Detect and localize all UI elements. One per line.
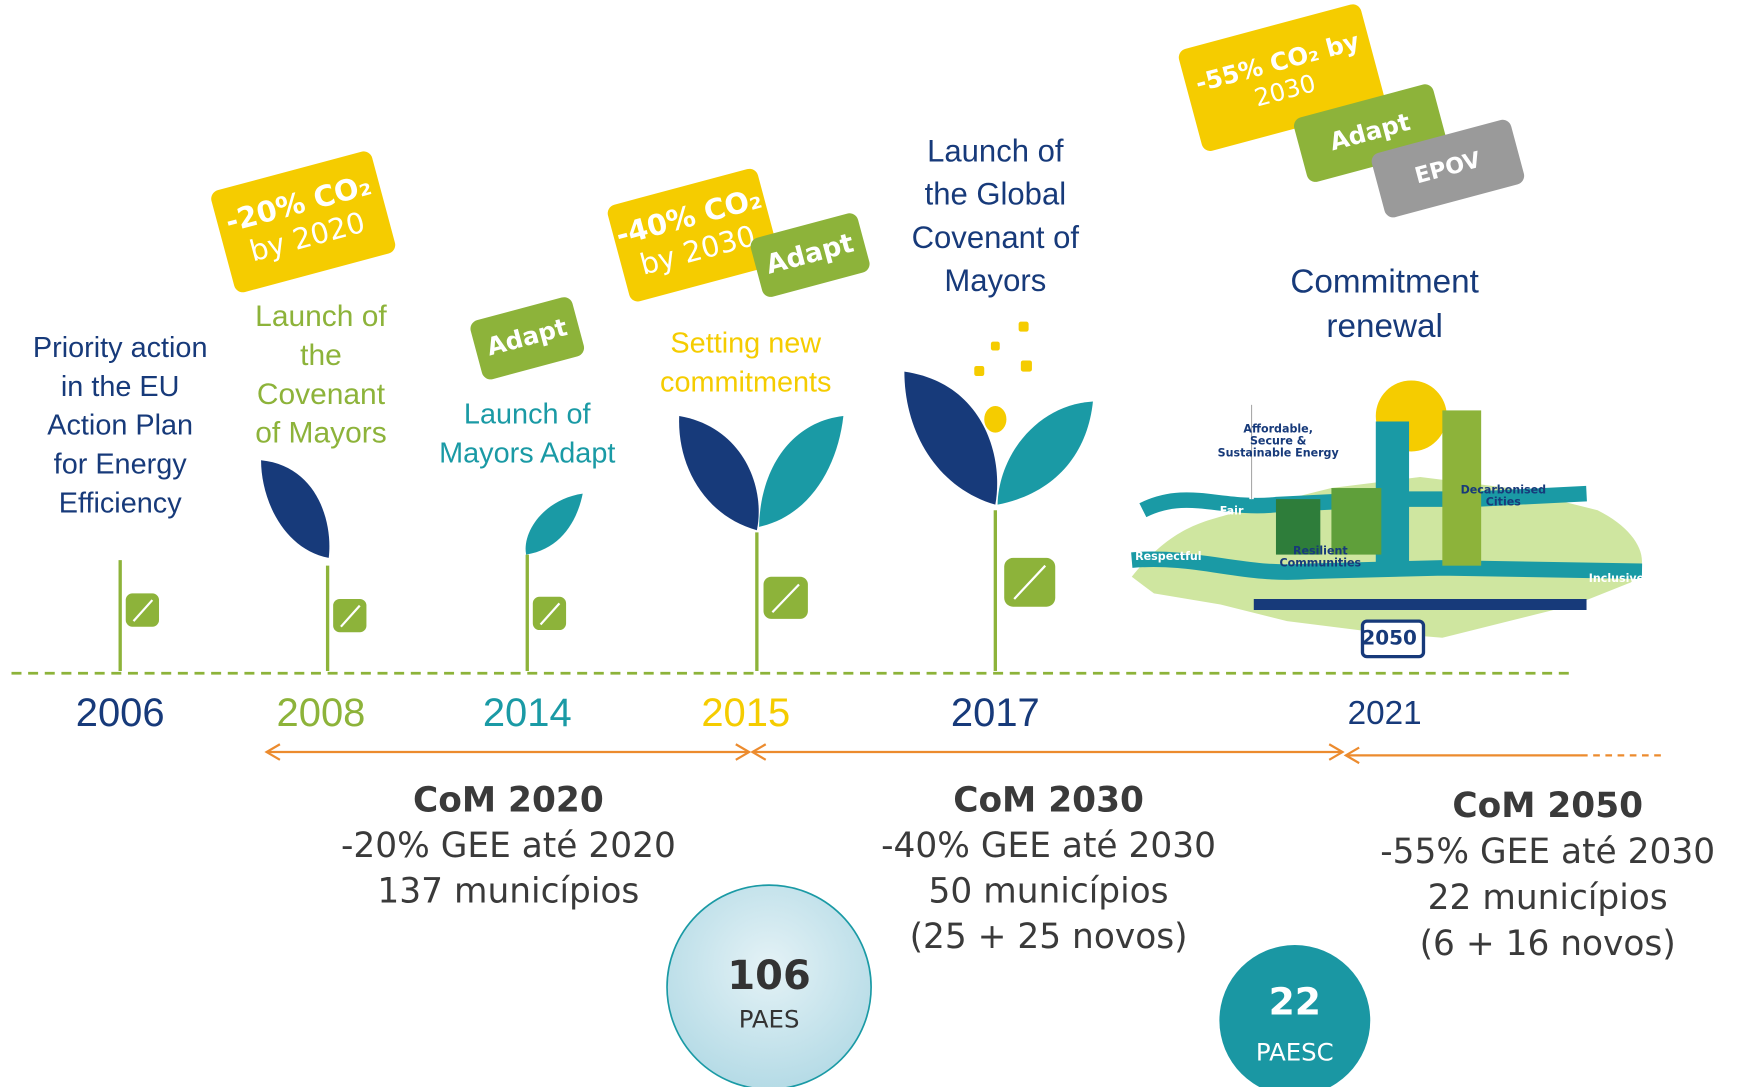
milestone-label: the [300, 339, 342, 372]
plan-label: PAES [739, 1004, 800, 1033]
period-line: 137 municípios [377, 871, 639, 911]
period-line: -40% GEE até 2030 [881, 826, 1216, 866]
illustration-label: Communities [1280, 556, 1362, 569]
milestone-label: the Global [925, 177, 1067, 212]
illustration-label: Resilient [1293, 544, 1348, 557]
period-line: -20% GEE até 2020 [341, 826, 676, 866]
illustration-label: Fair [1220, 504, 1244, 517]
milestone-label: of Mayors [255, 417, 386, 450]
milestone-label: Mayors [944, 263, 1046, 298]
period-line: (25 + 25 novos) [910, 917, 1188, 957]
illustration-label: Cities [1486, 495, 1522, 508]
year-label: 2021 [1348, 695, 1422, 732]
plan-label: PAESC [1256, 1038, 1334, 1067]
period-line: 22 municípios [1428, 878, 1668, 918]
milestone-label: Action Plan [47, 410, 193, 442]
illustration-label: Affordable, [1243, 422, 1312, 435]
milestone-label: Covenant of [912, 220, 1080, 255]
milestone-label: in the EU [61, 371, 180, 403]
milestone-label: renewal [1326, 308, 1443, 345]
year-label: 2015 [701, 691, 790, 735]
milestone-label: Commitment [1290, 264, 1479, 301]
illustration-label: Inclusive [1589, 572, 1644, 585]
milestone-label: Launch of [927, 133, 1064, 168]
milestone-label: for Energy [54, 448, 188, 480]
illustration-label: Decarbonised [1461, 483, 1546, 496]
year-label: 2006 [76, 691, 165, 735]
milestone-label: Covenant [257, 378, 386, 411]
illustration-label: Sustainable Energy [1218, 447, 1340, 460]
milestone-label: Setting new [670, 328, 821, 360]
milestone-label: Launch of [464, 399, 592, 431]
period-title: CoM 2020 [413, 780, 604, 820]
year-label: 2014 [483, 691, 572, 735]
milestone-label: commitments [660, 366, 831, 398]
period-line: 50 municípios [929, 871, 1169, 911]
period-title: CoM 2030 [953, 780, 1144, 820]
badge: Adapt [468, 295, 586, 381]
milestone-label: Mayors Adapt [439, 437, 615, 469]
year-label: 2017 [951, 691, 1040, 735]
period-title: CoM 2050 [1452, 786, 1643, 826]
illustration-label: Respectful [1135, 550, 1201, 563]
plan-number: 106 [727, 953, 810, 999]
milestone-label: Efficiency [59, 487, 182, 519]
period-line: -55% GEE até 2030 [1380, 832, 1715, 872]
milestone-label: Launch of [255, 300, 387, 333]
period-line: (6 + 16 novos) [1420, 924, 1676, 964]
illustration-label: 2050 [1361, 625, 1417, 649]
timeline-infographic: Priority action in the EU Action Plan for E… [0, 0, 1740, 1087]
milestone-label: Priority action [33, 332, 208, 364]
illustration-label: Secure & [1250, 434, 1307, 447]
plan-number: 22 [1269, 979, 1321, 1023]
year-label: 2008 [277, 691, 366, 735]
